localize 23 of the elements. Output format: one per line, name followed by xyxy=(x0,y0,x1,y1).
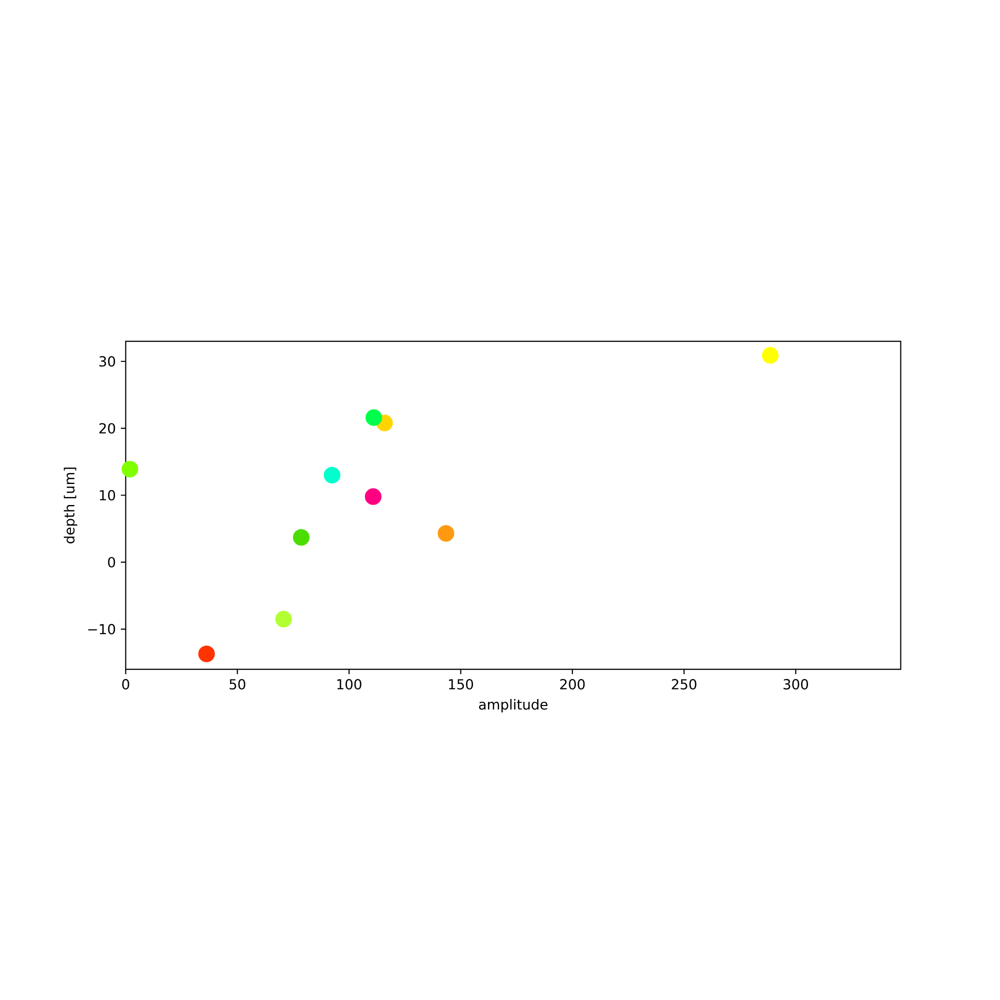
x-tick-label: 250 xyxy=(672,679,696,690)
point xyxy=(198,646,215,662)
x-tick-label: 200 xyxy=(560,679,585,690)
point xyxy=(275,610,292,628)
point xyxy=(324,466,340,484)
point xyxy=(762,347,779,364)
y-tick-label: 20 xyxy=(99,423,116,434)
y-axis-title: depth [um] xyxy=(64,468,78,544)
y-tick-label: 10 xyxy=(100,490,116,500)
point xyxy=(122,460,138,478)
x-tick-label: 0 xyxy=(122,679,130,690)
x-tick-label: 300 xyxy=(784,679,808,690)
y-tick-label: 30 xyxy=(99,356,116,367)
x-tick-label: 50 xyxy=(230,679,246,690)
point xyxy=(366,409,382,426)
y-tick-label: −10 xyxy=(88,624,116,634)
x-tick-label: 100 xyxy=(337,679,362,690)
point xyxy=(364,488,382,505)
x-axis-title: amplitude xyxy=(479,698,548,712)
point xyxy=(292,529,310,546)
y-tick-label: 0 xyxy=(108,556,116,568)
point xyxy=(438,525,454,542)
x-tick-label: 150 xyxy=(449,679,474,690)
